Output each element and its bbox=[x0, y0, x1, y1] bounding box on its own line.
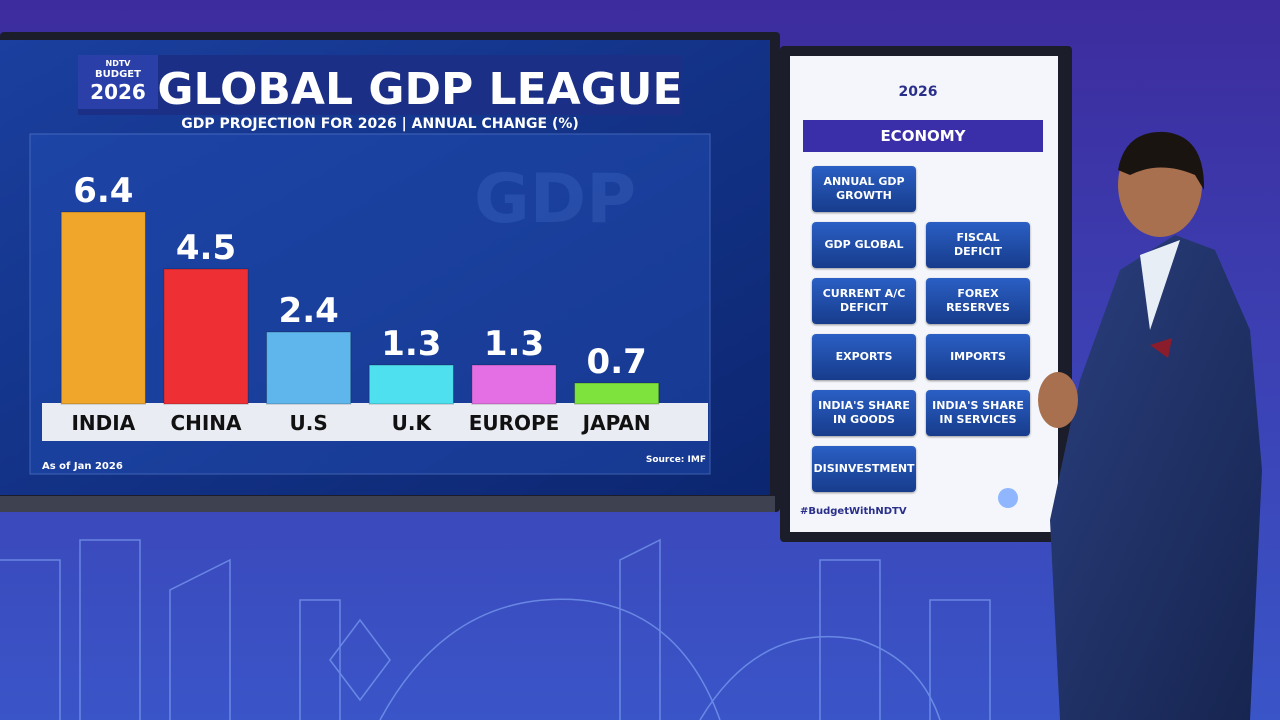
logo-brand: NDTV bbox=[106, 59, 132, 68]
title-bar bbox=[78, 55, 682, 115]
source: Source: IMF bbox=[646, 455, 706, 465]
category-label: EUROPE bbox=[469, 411, 560, 435]
topic-button[interactable]: IMPORTS bbox=[926, 334, 1030, 380]
topic-button[interactable]: GDP GLOBAL bbox=[812, 222, 916, 268]
logo-year: 2026 bbox=[90, 80, 146, 104]
value-label: 1.3 bbox=[381, 324, 441, 364]
chart-title: GLOBAL GDP LEAGUE bbox=[157, 64, 682, 115]
screen-ledge bbox=[0, 496, 775, 512]
category-label: CHINA bbox=[170, 411, 242, 435]
value-label: 4.5 bbox=[176, 228, 236, 268]
logo-box bbox=[78, 55, 158, 109]
topic-button[interactable]: EXPORTS bbox=[812, 334, 916, 380]
category-label: U.K bbox=[392, 411, 433, 435]
bar bbox=[266, 331, 352, 405]
logo-event: BUDGET bbox=[95, 69, 141, 80]
value-label: 6.4 bbox=[73, 171, 133, 211]
bar bbox=[471, 364, 557, 405]
chart-subtitle: GDP PROJECTION FOR 2026 | ANNUAL CHANGE … bbox=[181, 116, 579, 132]
topic-button[interactable]: INDIA'S SHARE IN SERVICES bbox=[926, 390, 1030, 436]
bar bbox=[368, 364, 454, 405]
category-label: U.S bbox=[290, 411, 328, 435]
topic-button[interactable]: FISCAL DEFICIT bbox=[926, 222, 1030, 268]
topic-button[interactable]: INDIA'S SHARE IN GOODS bbox=[812, 390, 916, 436]
value-label: 2.4 bbox=[279, 291, 339, 331]
hashtag: #BudgetWithNDTV bbox=[800, 506, 907, 517]
presenter bbox=[1038, 131, 1262, 720]
side-logo: 2026 bbox=[899, 84, 938, 100]
topic-button[interactable]: DISINVESTMENT bbox=[812, 446, 916, 492]
footnote: As of Jan 2026 bbox=[42, 461, 123, 472]
topic-button[interactable]: FOREX RESERVES bbox=[926, 278, 1030, 324]
bar bbox=[60, 211, 146, 405]
category-label: JAPAN bbox=[581, 411, 651, 435]
decor-watermark: GDP bbox=[474, 160, 636, 239]
panel-heading: ECONOMY bbox=[803, 120, 1043, 152]
topic-button[interactable]: ANNUAL GDP GROWTH bbox=[812, 166, 916, 212]
bar bbox=[574, 382, 660, 405]
bars: 6.4 INDIA 4.5 CHINA 2.4 U.S 1.3 U.K 1.3 EUROPE 0.7… bbox=[60, 171, 660, 435]
category-label: INDIA bbox=[71, 411, 135, 435]
value-label: 0.7 bbox=[587, 342, 647, 382]
topic-button[interactable]: CURRENT A/C DEFICIT bbox=[812, 278, 916, 324]
city-line-art bbox=[0, 538, 991, 720]
label-strip bbox=[42, 403, 708, 441]
value-label: 1.3 bbox=[484, 324, 544, 364]
bar bbox=[163, 268, 249, 405]
side-icon bbox=[998, 488, 1018, 508]
